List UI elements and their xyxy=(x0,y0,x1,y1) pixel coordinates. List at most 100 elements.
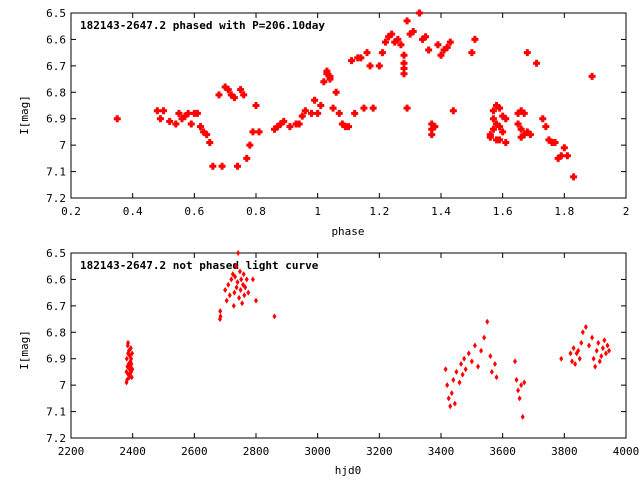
phased-data-point xyxy=(221,83,229,91)
unphased-data-point xyxy=(583,324,588,330)
unphased-x-tick-label: 3000 xyxy=(304,445,331,458)
phased-x-axis-label: phase xyxy=(331,225,364,238)
unphased-x-tick-label: 3400 xyxy=(428,445,455,458)
unphased-data-point xyxy=(443,366,448,373)
phased-x-tick-label: 0.2 xyxy=(61,205,81,218)
unphased-data-point xyxy=(492,361,497,367)
phased-data-point xyxy=(218,162,226,170)
phased-data-point xyxy=(366,62,374,70)
phased-data-point xyxy=(554,154,562,162)
phased-data-point xyxy=(237,86,245,94)
unphased-data-point xyxy=(226,281,231,288)
unphased-data-point xyxy=(272,313,277,320)
unphased-data-point xyxy=(605,342,610,349)
phased-data-point xyxy=(206,139,214,146)
unphased-data-point xyxy=(457,379,462,386)
unphased-data-point xyxy=(463,366,468,373)
phased-data-point xyxy=(406,30,414,38)
phased-y-tick-label: 7 xyxy=(59,139,66,152)
phased-data-point xyxy=(166,117,174,125)
unphased-data-point xyxy=(237,268,242,275)
phased-plot-frame xyxy=(70,12,627,199)
unphased-x-tick-label: 2600 xyxy=(181,445,208,458)
unphased-data-point xyxy=(513,358,517,365)
phased-data-point xyxy=(403,17,411,25)
phased-data-point xyxy=(209,162,217,170)
unphased-data-point xyxy=(516,387,521,394)
phased-data-point xyxy=(570,173,578,181)
unphased-data-point xyxy=(570,358,575,365)
phased-x-tick-label: 0.6 xyxy=(184,205,204,218)
unphased-data-point xyxy=(126,339,131,346)
unphased-data-point xyxy=(522,379,527,386)
unphased-data-point xyxy=(591,355,596,362)
unphased-data-point xyxy=(236,250,241,256)
phased-data-point xyxy=(563,152,571,160)
unphased-data-point xyxy=(607,347,612,354)
phased-data-point xyxy=(203,131,211,139)
phased-data-point xyxy=(539,115,547,123)
phased-data-point xyxy=(375,62,383,70)
phased-data-point xyxy=(397,41,405,49)
unphased-data-point xyxy=(579,339,584,346)
unphased-light-curve-panel: 182143-2647.2 not phased light curve hjd… xyxy=(18,247,639,477)
phased-data-point xyxy=(542,123,550,131)
unphased-data-point xyxy=(593,363,598,370)
unphased-data-point xyxy=(125,342,130,349)
unphased-data-point xyxy=(224,297,229,304)
unphased-data-point xyxy=(254,297,258,304)
unphased-data-point xyxy=(488,353,493,360)
phased-data-point xyxy=(197,123,204,131)
phased-data-point xyxy=(187,120,195,128)
unphased-data-point xyxy=(559,355,564,362)
phased-data-point xyxy=(489,107,497,115)
unphased-data-point xyxy=(520,413,525,420)
unphased-y-tick-label: 6.7 xyxy=(46,300,66,313)
unphased-y-tick-label: 7.1 xyxy=(46,406,66,419)
unphased-data-point xyxy=(517,395,522,402)
phased-data-point xyxy=(493,120,500,128)
unphased-data-point xyxy=(597,358,602,365)
unphased-data-point xyxy=(130,350,135,357)
unphased-data-point xyxy=(519,382,524,389)
phased-y-tick-label: 6.5 xyxy=(46,7,66,20)
phased-data-point xyxy=(400,70,408,78)
phased-data-point xyxy=(298,112,306,120)
unphased-data-point xyxy=(231,302,236,309)
unphased-data-point xyxy=(462,355,467,362)
unphased-data-point xyxy=(233,263,238,270)
unphased-data-point xyxy=(128,345,133,352)
unphased-data-point xyxy=(243,284,248,291)
phased-data-point xyxy=(301,107,309,115)
phased-data-point xyxy=(369,104,377,112)
phased-data-point xyxy=(486,133,494,141)
phased-data-point xyxy=(499,128,507,136)
phased-data-point xyxy=(428,120,436,128)
phased-data-point xyxy=(403,104,411,112)
phased-data-point xyxy=(502,115,510,123)
phased-data-point xyxy=(317,102,325,109)
phased-data-point xyxy=(391,38,399,46)
phased-data-point xyxy=(431,123,439,131)
unphased-data-point xyxy=(600,345,605,352)
unphased-data-point xyxy=(590,334,595,341)
phased-data-point xyxy=(249,128,257,136)
phased-data-point xyxy=(557,152,565,160)
phased-data-point xyxy=(172,120,180,128)
phased-chart-title: 182143-2647.2 phased with P=206.10day xyxy=(80,19,325,32)
phased-data-point xyxy=(551,139,559,146)
phased-data-point xyxy=(449,107,457,115)
phased-data-point xyxy=(156,115,164,123)
phased-data-point xyxy=(160,107,167,115)
unphased-data-point xyxy=(238,287,243,293)
unphased-data-point xyxy=(577,355,582,362)
phased-data-point xyxy=(394,35,402,43)
unphased-x-tick-label: 3600 xyxy=(489,445,516,458)
phased-data-point xyxy=(545,136,553,144)
unphased-chart-title: 182143-2647.2 not phased light curve xyxy=(80,259,319,272)
phased-data-point xyxy=(153,107,161,115)
phased-data-point xyxy=(533,59,541,67)
phased-data-point xyxy=(184,109,192,117)
phased-data-point xyxy=(520,131,528,139)
unphased-y-tick-label: 6.5 xyxy=(46,247,66,260)
